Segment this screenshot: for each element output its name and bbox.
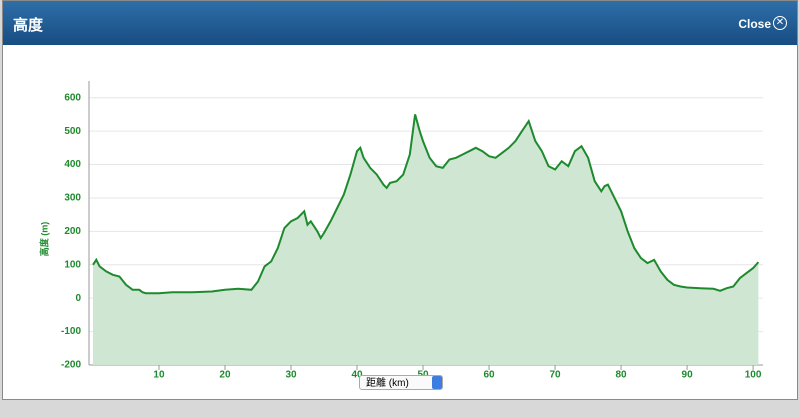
- close-button[interactable]: Close: [738, 17, 771, 31]
- x-axis-label: 距離 (km): [366, 378, 409, 389]
- line: [92, 114, 760, 295]
- modal-header: 高度 Close ✕: [3, 1, 797, 45]
- x-tick-label: 90: [682, 370, 694, 381]
- modal-title: 高度: [13, 17, 44, 34]
- x-tick-label: 30: [285, 370, 297, 381]
- y-tick-label: 0: [75, 293, 81, 304]
- y-tick-label: -200: [61, 360, 81, 371]
- modal: 高度 Close ✕ -200 -100 0 100 200 300 400 500 600 10…: [2, 0, 798, 400]
- close-icon[interactable]: ✕: [773, 16, 787, 30]
- area: [92, 114, 759, 366]
- y-tick-label: 200: [64, 226, 81, 237]
- x-axis-select[interactable]: 距離 (km): [359, 375, 443, 390]
- x-tick-label: 100: [745, 370, 762, 381]
- x-tick-label: 10: [153, 370, 165, 381]
- y-tick-label: 300: [64, 193, 81, 204]
- y-tick-label: -100: [61, 326, 81, 337]
- chart: -200-10001002003004005006001020304050607…: [38, 81, 763, 381]
- y-tick-label: 600: [64, 92, 81, 103]
- y-tick-label: 400: [64, 159, 81, 170]
- select-arrow[interactable]: [432, 376, 442, 389]
- y-tick-label: 100: [64, 259, 81, 270]
- y-axis-title: 高度 (m): [38, 222, 49, 257]
- y-tick-label: 500: [64, 126, 81, 137]
- x-tick-label: 60: [483, 370, 495, 381]
- x-tick-label: 40: [351, 370, 363, 381]
- x-tick-label: 20: [219, 370, 231, 381]
- x-tick-label: 80: [616, 370, 628, 381]
- x-tick-label: 70: [549, 370, 561, 381]
